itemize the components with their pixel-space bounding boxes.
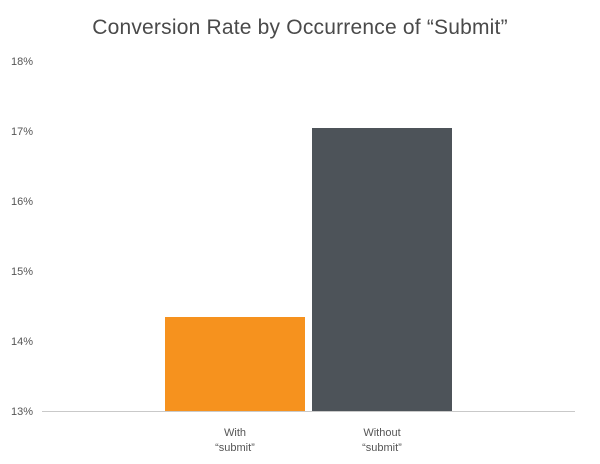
x-label-line: With xyxy=(224,427,246,440)
y-tick-label: 16% xyxy=(10,196,33,208)
bars-group xyxy=(42,62,575,411)
y-axis: 13% 14% 15% 16% 17% 18% xyxy=(0,56,38,418)
plot-area xyxy=(42,62,575,412)
chart-title: Conversion Rate by Occurrence of “Submit… xyxy=(92,16,508,39)
y-tick-label: 18% xyxy=(10,56,33,68)
x-label-with-submit: With “submit” xyxy=(165,426,305,456)
x-label-line: Without xyxy=(363,427,401,440)
x-axis-labels: With “submit” Without “submit” xyxy=(42,426,575,456)
y-tick-label: 14% xyxy=(10,336,33,348)
y-tick-label: 13% xyxy=(10,406,33,418)
y-tick-label: 15% xyxy=(10,266,33,278)
y-tick-label: 17% xyxy=(10,126,33,138)
x-label-line: “submit” xyxy=(362,442,402,455)
bar-without-submit xyxy=(312,128,452,411)
x-label-line: “submit” xyxy=(215,442,255,455)
x-label-without-submit: Without “submit” xyxy=(312,426,452,456)
bar-with-submit xyxy=(165,316,305,411)
